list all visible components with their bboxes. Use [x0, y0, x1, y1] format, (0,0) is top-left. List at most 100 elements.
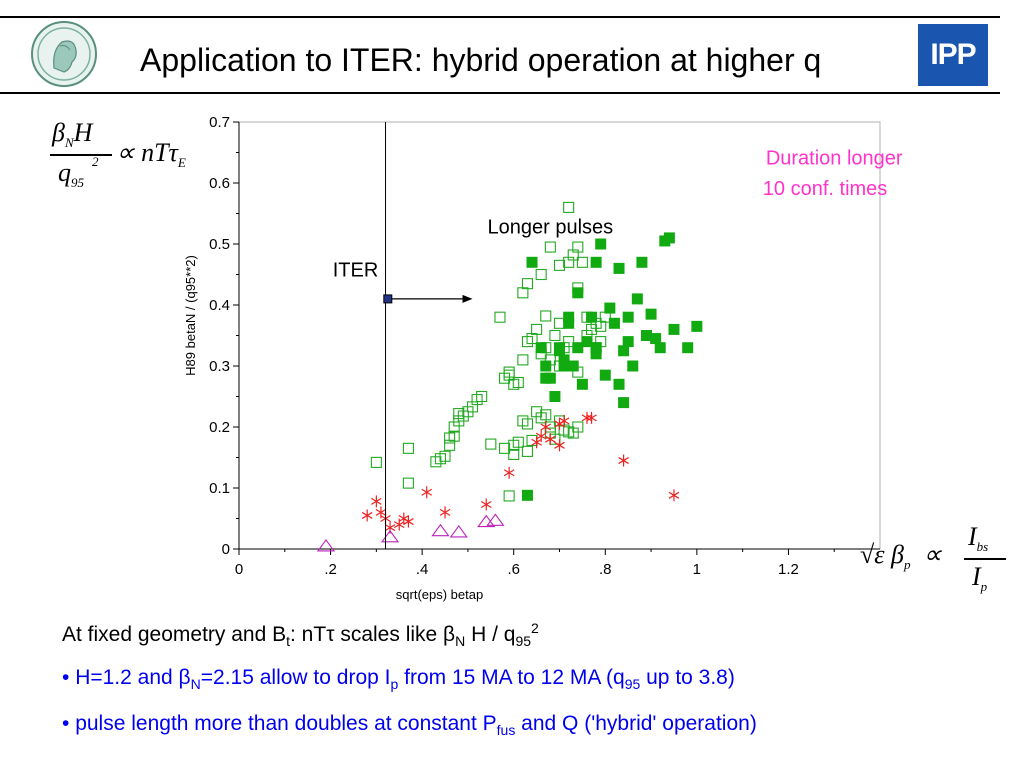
asterisk-stroke — [558, 417, 570, 425]
footer-2-ip-sub: p — [390, 676, 399, 693]
x-axis-label: sqrt(eps) betap — [396, 587, 483, 602]
open-square-marker — [521, 418, 534, 430]
filled-square-marker — [650, 333, 662, 345]
formula-right-lhs-sub: p — [903, 557, 911, 573]
x-tick-label: .2 — [324, 561, 337, 578]
filled-square-marker — [636, 256, 648, 268]
open-square-marker — [526, 434, 538, 446]
y-tick-label: 0.7 — [209, 114, 230, 131]
formula-right-num-sub: bs — [976, 539, 989, 555]
asterisk-stroke — [540, 423, 552, 431]
x-tick-label: .8 — [599, 561, 612, 578]
formula-q-sub: 95 — [71, 175, 84, 191]
open-square-marker — [476, 390, 488, 403]
open-square-marker — [563, 336, 575, 348]
y-tick-label: 0.3 — [209, 358, 230, 375]
asterisk-stroke — [545, 435, 556, 443]
open-square-marker — [563, 201, 575, 213]
filled-square-marker — [604, 302, 616, 314]
open-square-marker — [499, 442, 511, 454]
open-square-marker — [503, 490, 515, 502]
filled-square-marker — [613, 262, 625, 274]
filled-square-marker — [613, 378, 625, 390]
open-square-marker — [599, 311, 611, 323]
filled-square-marker — [654, 342, 666, 354]
open-square-marker — [553, 317, 566, 329]
footer-1-d: H / q — [465, 623, 516, 646]
formula-q-sup: 2 — [92, 154, 99, 169]
filled-square-marker — [563, 317, 575, 329]
filled-square-marker — [576, 378, 588, 390]
open-square-marker — [572, 241, 584, 253]
footer-1-q-sup: 2 — [531, 620, 539, 636]
open-triangle-marker — [316, 539, 336, 552]
asterisk-marker — [535, 430, 547, 443]
asterisk-stroke — [531, 438, 542, 446]
scatter-chart: 00.10.20.30.40.50.60.70.2.4.6.8 1 1.2sqrt(… — [183, 114, 903, 602]
formula-right-den: I — [972, 562, 981, 591]
asterisk-stroke — [554, 441, 565, 449]
filled-square-marker — [682, 342, 694, 354]
filled-square-marker — [618, 345, 630, 357]
filled-square-marker — [599, 369, 611, 381]
open-square-marker — [402, 477, 414, 489]
footer-2-beta: β — [178, 666, 191, 689]
footer-2-d: up to 3.8) — [640, 666, 735, 689]
open-square-marker — [494, 311, 506, 323]
asterisk-stroke — [503, 469, 515, 477]
open-square-marker — [439, 450, 451, 462]
asterisk-stroke — [581, 414, 593, 422]
filled-square-marker — [572, 287, 584, 299]
open-triangle-marker — [449, 524, 468, 538]
formula-left: βNH q95 2 ∝ nTτE — [50, 118, 220, 198]
y-tick-label: 0.5 — [209, 236, 230, 253]
filled-square-marker — [567, 360, 579, 372]
asterisk-marker — [545, 433, 556, 446]
footer-2-q-sub: 95 — [624, 676, 641, 693]
filled-square-marker — [554, 345, 565, 357]
asterisk-marker — [403, 515, 414, 528]
filled-square-marker — [631, 293, 643, 305]
open-square-marker — [517, 287, 529, 299]
asterisk-stroke — [361, 511, 373, 519]
iter-label: ITER — [333, 259, 379, 281]
footer-1-c: scales like — [334, 623, 444, 646]
footer-3-b: and Q ('hybrid' operation) — [515, 712, 757, 735]
formula-rhs-sub: E — [177, 155, 186, 171]
footer-line-1: At fixed geometry and Bt: nTτ scales lik… — [62, 620, 539, 649]
filled-square-marker — [627, 360, 639, 372]
footer-2-b: =2.15 allow to drop I — [200, 666, 391, 689]
open-square-marker — [370, 456, 382, 468]
footer-1-beta: β — [443, 623, 456, 646]
open-square-marker — [549, 329, 561, 342]
footer-3-pf-sub: fus — [496, 722, 516, 739]
asterisk-marker — [503, 466, 515, 479]
open-square-marker — [521, 445, 534, 457]
open-square-marker — [448, 430, 460, 442]
asterisk-marker — [384, 521, 396, 534]
footer-3-a: pulse length more than doubles at consta… — [75, 712, 497, 735]
filled-square-marker — [608, 317, 620, 329]
filled-square-marker — [663, 232, 675, 244]
filled-square-marker — [581, 336, 593, 348]
footer-1-a: At fixed geometry and B — [62, 623, 287, 646]
asterisk-marker — [668, 489, 680, 502]
open-square-marker — [576, 256, 588, 268]
open-square-marker — [485, 438, 497, 450]
y-axis-label: H89 betaN / (q95**2) — [183, 255, 198, 376]
asterisk-marker — [375, 506, 387, 519]
footer-1-tau: τ — [326, 623, 335, 646]
open-square-marker — [512, 436, 524, 448]
formula-beta: β — [52, 118, 65, 147]
asterisk-stroke — [480, 500, 492, 508]
formula-h: H — [73, 118, 93, 147]
filled-square-marker — [549, 391, 561, 402]
formula-right: √ε βp ∝ Ibs Ip — [860, 522, 1020, 602]
mpg-logo-icon — [31, 21, 97, 87]
filled-square-marker — [691, 320, 703, 332]
footer-3-bullet: • — [62, 712, 70, 735]
asterisk-stroke — [403, 518, 414, 526]
asterisk-marker — [480, 498, 492, 511]
formula-q: q — [58, 158, 71, 187]
asterisk-marker — [361, 509, 373, 522]
